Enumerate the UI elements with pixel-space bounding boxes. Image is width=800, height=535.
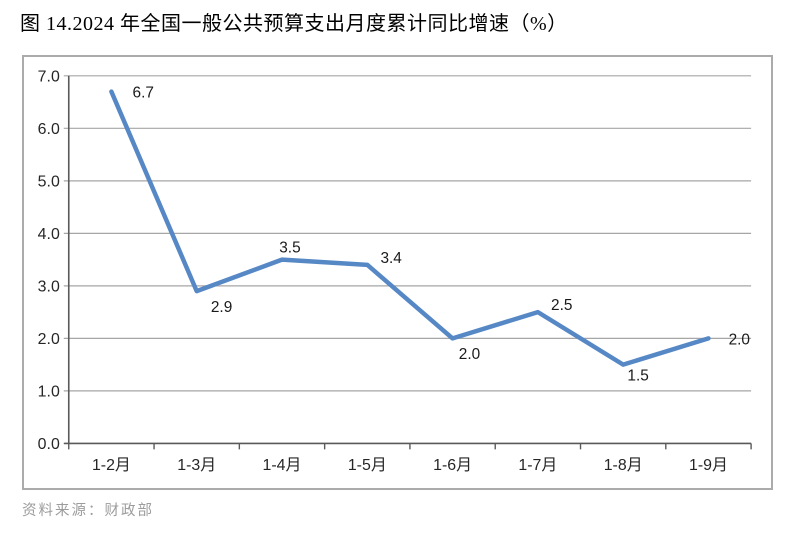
figure-title: 图 14.2024 年全国一般公共预算支出月度累计同比增速（%） (20, 13, 568, 35)
data-point-label: 3.4 (380, 250, 402, 267)
x-axis-tick-label: 1-6月 (433, 457, 472, 474)
x-axis-tick-label: 1-8月 (604, 457, 643, 474)
source-note: 资料来源：财政部 (22, 503, 154, 519)
y-axis-tick-label: 5.0 (38, 173, 60, 190)
data-series-line (109, 89, 711, 367)
y-axis-tick-label: 7.0 (38, 68, 60, 85)
x-axis-tick-label: 1-4月 (263, 457, 302, 474)
data-point-label: 2.0 (729, 331, 750, 348)
x-axis-tick-label: 1-9月 (689, 457, 728, 474)
data-point-label: 3.5 (279, 240, 300, 257)
x-axis-tick-label: 1-2月 (92, 457, 131, 474)
y-axis-tick-label: 3.0 (38, 278, 60, 295)
data-point-label: 1.5 (627, 368, 648, 385)
y-axis-tick-label: 4.0 (38, 226, 60, 243)
data-point-label: 2.9 (211, 299, 232, 316)
line-chart: 0.0 1.0 2.0 3.0 4.0 5.0 6.0 7.0 1-2月 1-3月 1-4月 1-5月… (38, 68, 752, 474)
chart-container: 0.0 1.0 2.0 3.0 4.0 5.0 6.0 7.0 1-2月 1-3月 1-4月 1-5月… (22, 55, 773, 490)
y-axis-tick-label: 6.0 (38, 121, 60, 138)
y-axis-tick-label: 0.0 (38, 436, 60, 453)
y-axis-tick-label: 1.0 (38, 383, 60, 400)
x-axis-tick-label: 1-3月 (177, 457, 216, 474)
x-axis-tick-label: 1-5月 (348, 457, 387, 474)
x-axis-tick-label: 1-7月 (518, 457, 557, 474)
data-point-label: 6.7 (133, 85, 154, 102)
data-point-label: 2.0 (459, 346, 480, 363)
y-axis-tick-label: 2.0 (38, 331, 60, 348)
data-point-label: 2.5 (551, 297, 572, 314)
